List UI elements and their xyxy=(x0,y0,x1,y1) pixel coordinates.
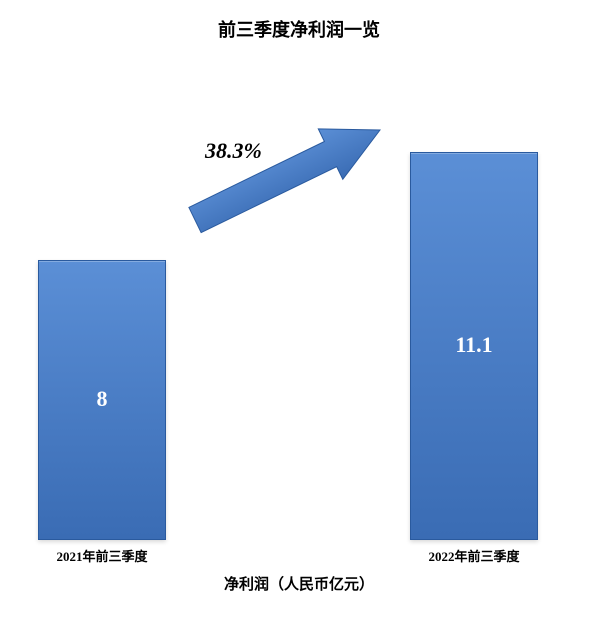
bar-label-2022: 2022年前三季度 xyxy=(400,546,548,565)
x-axis-title: 净利润（人民币亿元） xyxy=(0,573,598,594)
bar-value-2022: 11.1 xyxy=(411,332,537,358)
bar-label-2021: 2021年前三季度 xyxy=(28,546,176,565)
growth-percentage: 38.3% xyxy=(205,138,262,164)
chart-title: 前三季度净利润一览 xyxy=(0,16,598,42)
arrow-icon xyxy=(155,90,420,260)
chart-area: 8 2021年前三季度 11.1 2022年前三季度 38.3% xyxy=(0,60,598,540)
bar-value-2021: 8 xyxy=(39,386,165,412)
growth-arrow xyxy=(155,90,420,265)
bar-2022: 11.1 xyxy=(410,152,538,540)
bar-2021: 8 xyxy=(38,260,166,540)
